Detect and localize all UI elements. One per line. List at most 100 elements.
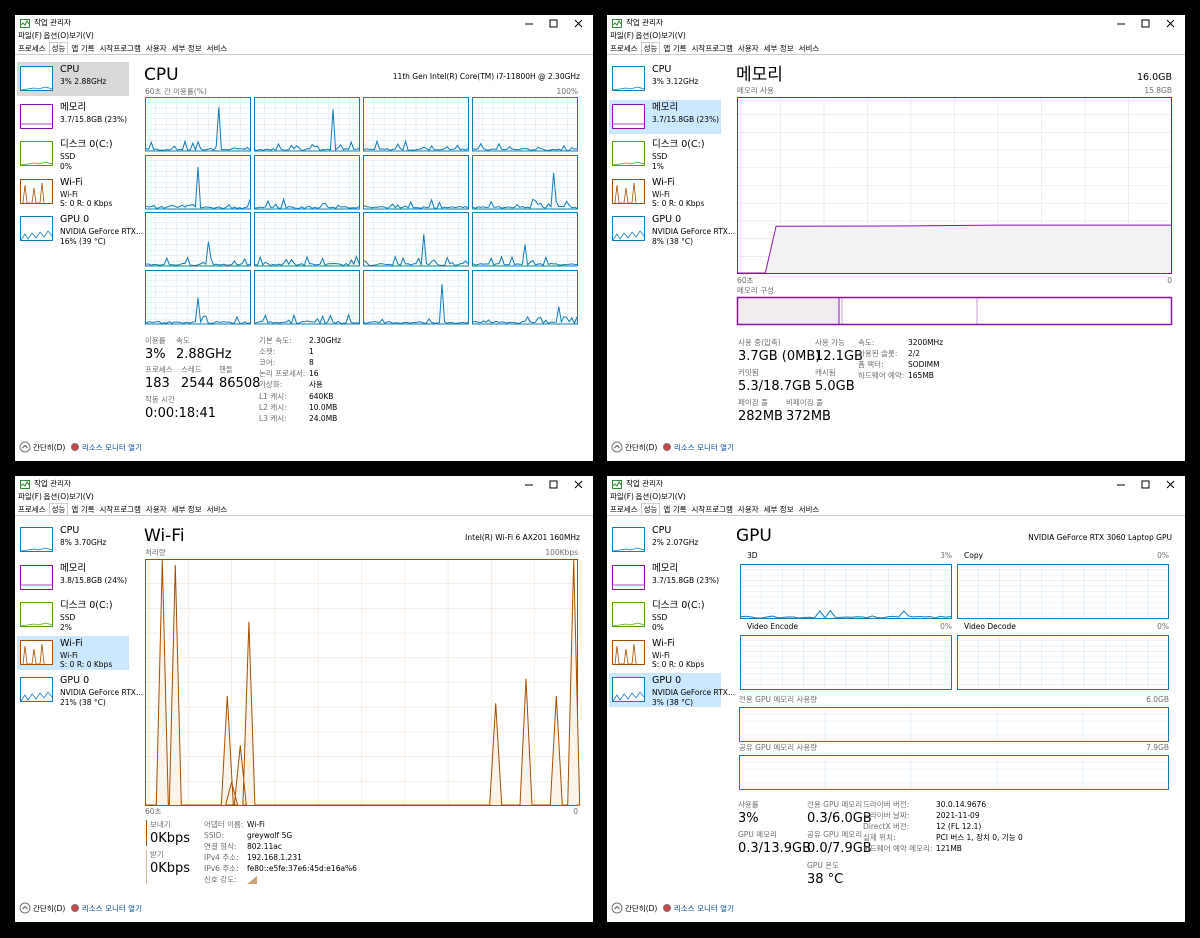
sidebar-item-info[interactable]: 3.8/15.8GB (24%) bbox=[60, 575, 128, 585]
sidebar-item-info[interactable]: 3% 3.12GHz bbox=[652, 77, 699, 86]
tab[interactable]: 시작프로그램 bbox=[691, 44, 733, 53]
menu-item[interactable]: 보기(V) bbox=[69, 31, 94, 40]
tab[interactable]: 서비스 bbox=[798, 44, 820, 53]
menu-item[interactable]: 보기(V) bbox=[69, 492, 94, 501]
tab[interactable]: 시작프로그램 bbox=[99, 44, 141, 53]
menu-item[interactable]: 파일(F) bbox=[18, 31, 42, 40]
sidebar-item-name[interactable]: CPU bbox=[60, 64, 80, 75]
sidebar-item-info[interactable]: 16% (39 °C) bbox=[60, 236, 106, 246]
tab[interactable]: 사용자 bbox=[737, 505, 759, 514]
tab[interactable]: 사용자 bbox=[145, 505, 167, 514]
sidebar-item-info[interactable]: 3.7/15.8GB (23%) bbox=[652, 114, 720, 124]
menu-item[interactable]: 옵션(O) bbox=[635, 492, 662, 501]
sidebar-item-info[interactable]: 2% 2.07GHz bbox=[652, 538, 699, 547]
sidebar-item-info[interactable]: SSD bbox=[652, 152, 668, 161]
menu-item[interactable]: 보기(V) bbox=[661, 31, 686, 40]
sidebar-item-info[interactable]: 2% bbox=[60, 622, 72, 632]
sidebar-item-info[interactable]: 8% (38 °C) bbox=[652, 236, 694, 246]
menu-item[interactable]: 보기(V) bbox=[661, 492, 686, 501]
sidebar-item-name[interactable]: GPU 0 bbox=[652, 214, 682, 225]
sidebar-item-name[interactable]: 디스크 0(C:) bbox=[60, 139, 113, 150]
sidebar-item-info[interactable]: 0% bbox=[652, 622, 664, 632]
menu-item[interactable]: 옵션(O) bbox=[43, 31, 70, 40]
sidebar-item-name[interactable]: 메모리 bbox=[60, 562, 87, 574]
tab[interactable]: 사용자 bbox=[737, 44, 759, 53]
tab[interactable]: 사용자 bbox=[145, 44, 167, 53]
sidebar-item-info[interactable]: NVIDIA GeForce RTX... bbox=[652, 688, 736, 697]
tab[interactable]: 시작프로그램 bbox=[691, 505, 733, 514]
footer-link[interactable]: 간단히(D) bbox=[625, 443, 658, 452]
tab[interactable]: 성능 bbox=[48, 503, 69, 515]
sidebar-item-info[interactable]: 0% bbox=[60, 161, 72, 171]
tab[interactable]: 앱 기록 bbox=[71, 505, 95, 514]
sidebar-item-info[interactable]: 8% 3.70GHz bbox=[60, 538, 107, 547]
tab[interactable]: 프로세스 bbox=[610, 505, 638, 514]
sidebar-item-name[interactable]: GPU 0 bbox=[60, 675, 90, 686]
tab[interactable]: 서비스 bbox=[206, 505, 228, 514]
tab[interactable]: 프로세스 bbox=[18, 505, 46, 514]
sidebar-item-name[interactable]: GPU 0 bbox=[60, 214, 90, 225]
footer-link[interactable]: 간단히(D) bbox=[625, 904, 658, 913]
sidebar-item-name[interactable]: Wi-Fi bbox=[60, 637, 83, 649]
menu-item[interactable]: 파일(F) bbox=[610, 492, 634, 501]
sidebar-item-info[interactable]: NVIDIA GeForce RTX... bbox=[652, 227, 736, 236]
sidebar-item-name[interactable]: GPU 0 bbox=[652, 675, 682, 686]
tab[interactable]: 성능 bbox=[640, 42, 661, 54]
menu-item[interactable]: 옵션(O) bbox=[635, 31, 662, 40]
sidebar-item-name[interactable]: 메모리 bbox=[652, 101, 679, 113]
sidebar-item-info[interactable]: Wi-Fi bbox=[60, 189, 78, 199]
sidebar-item-info[interactable]: 3% (38 °C) bbox=[652, 697, 694, 707]
sidebar-item-name[interactable]: CPU bbox=[652, 64, 672, 75]
sidebar-item-name[interactable]: CPU bbox=[60, 525, 80, 536]
footer-link[interactable]: 간단히(D) bbox=[33, 904, 66, 913]
sidebar-item-name[interactable]: Wi-Fi bbox=[60, 176, 83, 188]
tab[interactable]: 서비스 bbox=[206, 44, 228, 53]
tab[interactable]: 세부 정보 bbox=[763, 44, 794, 53]
sidebar-item-info[interactable]: Wi-Fi bbox=[652, 650, 670, 660]
sidebar-item-info[interactable]: NVIDIA GeForce RTX... bbox=[60, 688, 144, 697]
tab[interactable]: 프로세스 bbox=[18, 44, 46, 53]
menu-item[interactable]: 옵션(O) bbox=[43, 492, 70, 501]
footer-link[interactable]: 리소스 모니터 열기 bbox=[674, 904, 734, 913]
sidebar-item-info[interactable]: SSD bbox=[652, 613, 668, 622]
sidebar-item-name[interactable]: Wi-Fi bbox=[652, 637, 675, 649]
sidebar-item-info[interactable]: S: 0 R: 0 Kbps bbox=[60, 660, 113, 669]
tab[interactable]: 프로세스 bbox=[610, 44, 638, 53]
sidebar-item-info[interactable]: 21% (38 °C) bbox=[60, 697, 106, 707]
sidebar-item-info[interactable]: 1% bbox=[652, 161, 664, 171]
footer-link[interactable]: 간단히(D) bbox=[33, 443, 66, 452]
sidebar-item-name[interactable]: 디스크 0(C:) bbox=[652, 600, 705, 611]
tab[interactable]: 시작프로그램 bbox=[99, 505, 141, 514]
tab[interactable]: 서비스 bbox=[798, 505, 820, 514]
sidebar-item-info[interactable]: Wi-Fi bbox=[652, 189, 670, 199]
tab[interactable]: 성능 bbox=[640, 503, 661, 515]
sidebar-item-name[interactable]: 디스크 0(C:) bbox=[60, 600, 113, 611]
sidebar-item-info[interactable]: SSD bbox=[60, 152, 76, 161]
footer-link[interactable]: 리소스 모니터 열기 bbox=[674, 443, 734, 452]
tab[interactable]: 앱 기록 bbox=[71, 44, 95, 53]
footer-link[interactable]: 리소스 모니터 열기 bbox=[82, 443, 142, 452]
footer-link[interactable]: 리소스 모니터 열기 bbox=[82, 904, 142, 913]
sidebar-item-info[interactable]: 3% 2.88GHz bbox=[60, 77, 107, 86]
sidebar-item-info[interactable]: SSD bbox=[60, 613, 76, 622]
sidebar-item-name[interactable]: 디스크 0(C:) bbox=[652, 139, 705, 150]
sidebar-item-name[interactable]: 메모리 bbox=[652, 562, 679, 574]
sidebar-item-info[interactable]: S: 0 R: 0 Kbps bbox=[60, 199, 113, 208]
menu-item[interactable]: 파일(F) bbox=[18, 492, 42, 501]
tab[interactable]: 앱 기록 bbox=[663, 44, 687, 53]
sidebar-item-info[interactable]: S: 0 R: 0 Kbps bbox=[652, 660, 705, 669]
menu-item[interactable]: 파일(F) bbox=[610, 31, 634, 40]
sidebar-item-info[interactable]: 3.7/15.8GB (23%) bbox=[652, 575, 720, 585]
tab[interactable]: 세부 정보 bbox=[171, 44, 202, 53]
tab[interactable]: 세부 정보 bbox=[171, 505, 202, 514]
sidebar-item-name[interactable]: CPU bbox=[652, 525, 672, 536]
tab[interactable]: 세부 정보 bbox=[763, 505, 794, 514]
sidebar-item-name[interactable]: 메모리 bbox=[60, 101, 87, 113]
sidebar-item-info[interactable]: S: 0 R: 0 Kbps bbox=[652, 199, 705, 208]
sidebar-item-info[interactable]: 3.7/15.8GB (23%) bbox=[60, 114, 128, 124]
sidebar-item-name[interactable]: Wi-Fi bbox=[652, 176, 675, 188]
sidebar-item-info[interactable]: NVIDIA GeForce RTX... bbox=[60, 227, 144, 236]
tab[interactable]: 성능 bbox=[48, 42, 69, 54]
sidebar-item-info[interactable]: Wi-Fi bbox=[60, 650, 78, 660]
tab[interactable]: 앱 기록 bbox=[663, 505, 687, 514]
